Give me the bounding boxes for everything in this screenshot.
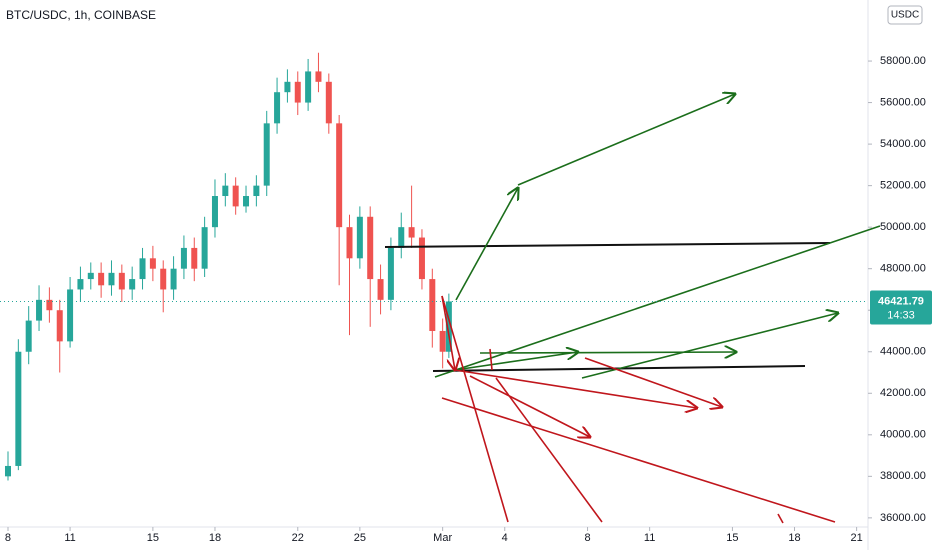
candle-body (139, 258, 146, 280)
x-tick-label: 15 (726, 532, 738, 544)
y-tick-label: 54000.00 (880, 138, 926, 150)
y-tick-label: 52000.00 (880, 180, 926, 192)
arrow (454, 352, 578, 371)
candle-body (367, 216, 374, 280)
arrow (454, 369, 697, 408)
candle-body (98, 272, 105, 286)
candle-body (118, 272, 125, 290)
candle-body (398, 227, 405, 248)
candle-body (253, 185, 260, 197)
last-price-label: 46421.79 (878, 295, 924, 307)
trend-line (495, 377, 603, 523)
candle-body (4, 465, 11, 477)
arrow (584, 357, 722, 407)
arrow (469, 375, 590, 437)
arrow (479, 352, 736, 353)
countdown: 14:33 (887, 309, 915, 321)
trend-line (434, 225, 881, 378)
x-tick-label: 22 (292, 532, 304, 544)
candle-body (325, 81, 332, 124)
candle-body (346, 227, 353, 259)
arrow (441, 295, 455, 370)
candle-body (305, 71, 312, 103)
y-tick-label: 50000.00 (880, 221, 926, 233)
candle-body (222, 185, 229, 197)
candle-body (294, 81, 301, 103)
drawings (384, 94, 881, 524)
candle-body (211, 196, 218, 228)
candle-body (15, 351, 22, 466)
y-tick-label: 48000.00 (880, 263, 926, 275)
candle-body (439, 330, 446, 352)
chart-title: BTC/USDC, 1h, COINBASE (6, 8, 156, 22)
candle-body (408, 227, 415, 238)
candle-body (201, 227, 208, 269)
y-tick-label: 36000.00 (880, 512, 926, 524)
candle-body (160, 268, 167, 290)
x-tick-label: Mar (433, 532, 452, 544)
x-tick-label: 11 (64, 532, 75, 544)
candle-body (274, 92, 281, 124)
y-tick-label: 40000.00 (880, 429, 926, 441)
x-tick-label: 8 (5, 532, 11, 544)
candle-body (108, 272, 115, 286)
y-tick-label: 58000.00 (880, 55, 926, 67)
candle-body (46, 299, 53, 311)
candle-body (36, 299, 43, 321)
trend-line (489, 348, 493, 371)
arrow (455, 188, 518, 301)
arrow (581, 313, 838, 379)
y-tick-label: 56000.00 (880, 96, 926, 108)
trend-line (441, 397, 836, 523)
candle-body (129, 279, 136, 290)
candle-body (170, 268, 177, 290)
candle-body (284, 81, 291, 93)
candle-body (191, 247, 198, 269)
candle-body (180, 247, 187, 269)
candle-body (429, 279, 436, 331)
x-tick-label: 18 (209, 532, 221, 544)
y-tick-label: 38000.00 (880, 470, 926, 482)
candle-body (418, 237, 425, 280)
x-tick-label: 11 (644, 532, 655, 544)
candle-body (232, 185, 239, 207)
candles (4, 52, 452, 481)
x-tick-label: 25 (354, 532, 366, 544)
y-tick-label: 42000.00 (880, 387, 926, 399)
candle-body (377, 279, 384, 300)
last-price-tag (870, 290, 932, 325)
x-tick-label: 15 (147, 532, 159, 544)
x-tick-label: 4 (502, 532, 508, 544)
y-tick-label: 44000.00 (880, 346, 926, 358)
candle-body (56, 310, 63, 342)
horizontal-line (384, 242, 831, 248)
arrow (517, 94, 735, 186)
candle-body (87, 272, 94, 280)
candle-body (336, 123, 343, 228)
candle-body (387, 247, 394, 300)
x-tick-label: 21 (850, 532, 862, 544)
candle-body (263, 123, 270, 186)
candle-body (149, 258, 156, 269)
candle-body (25, 320, 32, 352)
trend-line (777, 513, 784, 524)
candle-body (243, 196, 250, 207)
x-tick-label: 18 (788, 532, 800, 544)
currency-button[interactable] (887, 5, 923, 25)
candle-body (315, 71, 322, 82)
x-tick-label: 8 (584, 532, 590, 544)
candle-body (356, 216, 363, 259)
currency-button-label[interactable]: USDC (891, 10, 919, 21)
candle-body (67, 289, 74, 342)
candle-body (77, 279, 84, 290)
candle-body (445, 301, 452, 352)
